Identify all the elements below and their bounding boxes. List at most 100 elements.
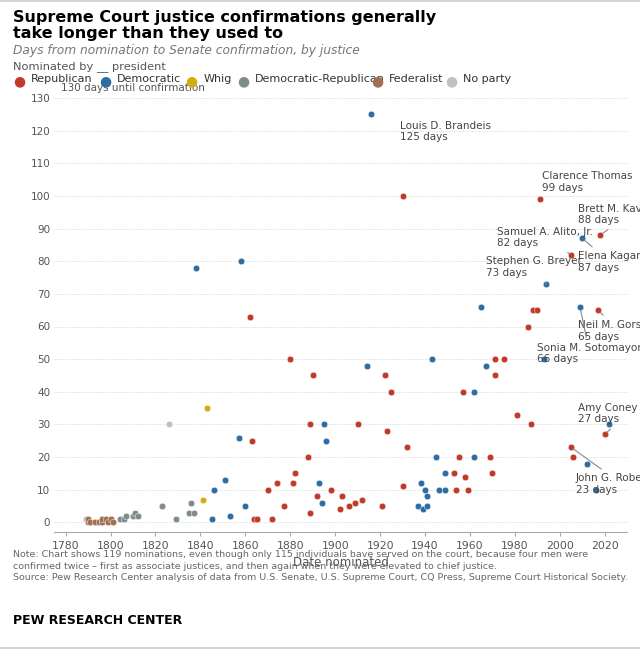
- Point: [577, 233, 588, 244]
- Point: [595, 230, 605, 240]
- Text: ●: ●: [237, 74, 249, 88]
- Point: [247, 436, 257, 446]
- Point: [575, 302, 585, 312]
- Point: [541, 279, 552, 289]
- Text: Federalist: Federalist: [389, 74, 444, 84]
- Point: [353, 419, 363, 430]
- Point: [189, 507, 199, 518]
- Point: [287, 478, 298, 488]
- Point: [490, 370, 500, 381]
- Text: Stephen G. Breyer
73 days: Stephen G. Breyer 73 days: [486, 256, 582, 284]
- Point: [481, 360, 491, 371]
- Text: Republican: Republican: [31, 74, 92, 84]
- Point: [427, 354, 437, 364]
- Point: [319, 419, 329, 430]
- Point: [582, 458, 592, 469]
- Point: [344, 501, 354, 511]
- Point: [451, 485, 461, 495]
- Point: [290, 468, 300, 479]
- Text: 130 days until confirmation: 130 days until confirmation: [61, 83, 205, 93]
- Point: [81, 514, 91, 524]
- Point: [271, 478, 282, 488]
- Point: [525, 419, 536, 430]
- Text: Brett M. Kavanaugh
88 days: Brett M. Kavanaugh 88 days: [578, 204, 640, 234]
- Point: [532, 305, 543, 315]
- Point: [397, 481, 408, 492]
- Point: [362, 360, 372, 371]
- Point: [604, 419, 614, 430]
- Text: Samuel A. Alito, Jr.
82 days: Samuel A. Alito, Jr. 82 days: [497, 227, 593, 253]
- Point: [460, 471, 470, 482]
- Point: [101, 514, 111, 524]
- Point: [202, 403, 212, 413]
- Point: [591, 485, 601, 495]
- Text: Elena Kagan
87 days: Elena Kagan 87 days: [578, 240, 640, 273]
- Point: [121, 511, 131, 521]
- Point: [534, 194, 545, 204]
- Point: [454, 452, 464, 462]
- Text: Sonia M. Sotomayor
66 days: Sonia M. Sotomayor 66 days: [538, 310, 640, 364]
- Point: [108, 517, 118, 528]
- Text: No party: No party: [463, 74, 511, 84]
- Point: [413, 501, 424, 511]
- Point: [115, 514, 125, 524]
- Point: [431, 452, 442, 462]
- Point: [236, 256, 246, 266]
- Point: [90, 517, 100, 528]
- Point: [198, 494, 208, 505]
- Point: [244, 311, 255, 322]
- Text: Louis D. Brandeis
125 days: Louis D. Brandeis 125 days: [401, 121, 492, 142]
- Point: [568, 452, 579, 462]
- Point: [225, 511, 235, 521]
- Point: [278, 501, 289, 511]
- Text: PEW RESEARCH CENTER: PEW RESEARCH CENTER: [13, 614, 182, 627]
- Point: [528, 305, 538, 315]
- Point: [234, 432, 244, 443]
- Point: [103, 517, 113, 528]
- Text: ●: ●: [99, 74, 111, 88]
- Point: [314, 478, 324, 488]
- Point: [422, 501, 433, 511]
- Point: [350, 498, 360, 508]
- Point: [377, 501, 387, 511]
- Point: [524, 321, 534, 332]
- Point: [397, 191, 408, 201]
- Point: [490, 354, 500, 364]
- Text: Amy Coney Barrett
27 days: Amy Coney Barrett 27 days: [578, 403, 640, 432]
- Point: [240, 501, 250, 511]
- Point: [97, 517, 107, 528]
- Point: [485, 452, 495, 462]
- Text: Note: Chart shows 119 nominations, even though only 115 individuals have served : Note: Chart shows 119 nominations, even …: [13, 550, 627, 582]
- Text: ●: ●: [445, 74, 457, 88]
- Point: [449, 468, 460, 479]
- Point: [83, 517, 93, 528]
- Text: Democratic-Republican: Democratic-Republican: [255, 74, 385, 84]
- Point: [171, 514, 181, 524]
- Text: ●: ●: [186, 74, 198, 88]
- Point: [593, 305, 603, 315]
- Point: [512, 409, 522, 420]
- Point: [440, 485, 451, 495]
- Point: [220, 475, 230, 485]
- Point: [132, 511, 143, 521]
- Point: [402, 442, 412, 453]
- X-axis label: Date nominated: Date nominated: [293, 556, 388, 569]
- Point: [267, 514, 277, 524]
- Point: [119, 514, 129, 524]
- Text: John G. Roberts Jr.
23 days: John G. Roberts Jr. 23 days: [573, 449, 640, 495]
- Point: [418, 504, 428, 515]
- Point: [186, 498, 196, 508]
- Point: [191, 263, 201, 273]
- Point: [458, 387, 468, 397]
- Point: [487, 468, 497, 479]
- Point: [252, 514, 262, 524]
- Text: Whig: Whig: [204, 74, 232, 84]
- Point: [85, 517, 95, 528]
- Point: [128, 511, 138, 521]
- Point: [422, 491, 433, 502]
- Point: [249, 514, 259, 524]
- Point: [463, 485, 473, 495]
- Point: [420, 485, 430, 495]
- Point: [305, 419, 316, 430]
- Point: [317, 498, 327, 508]
